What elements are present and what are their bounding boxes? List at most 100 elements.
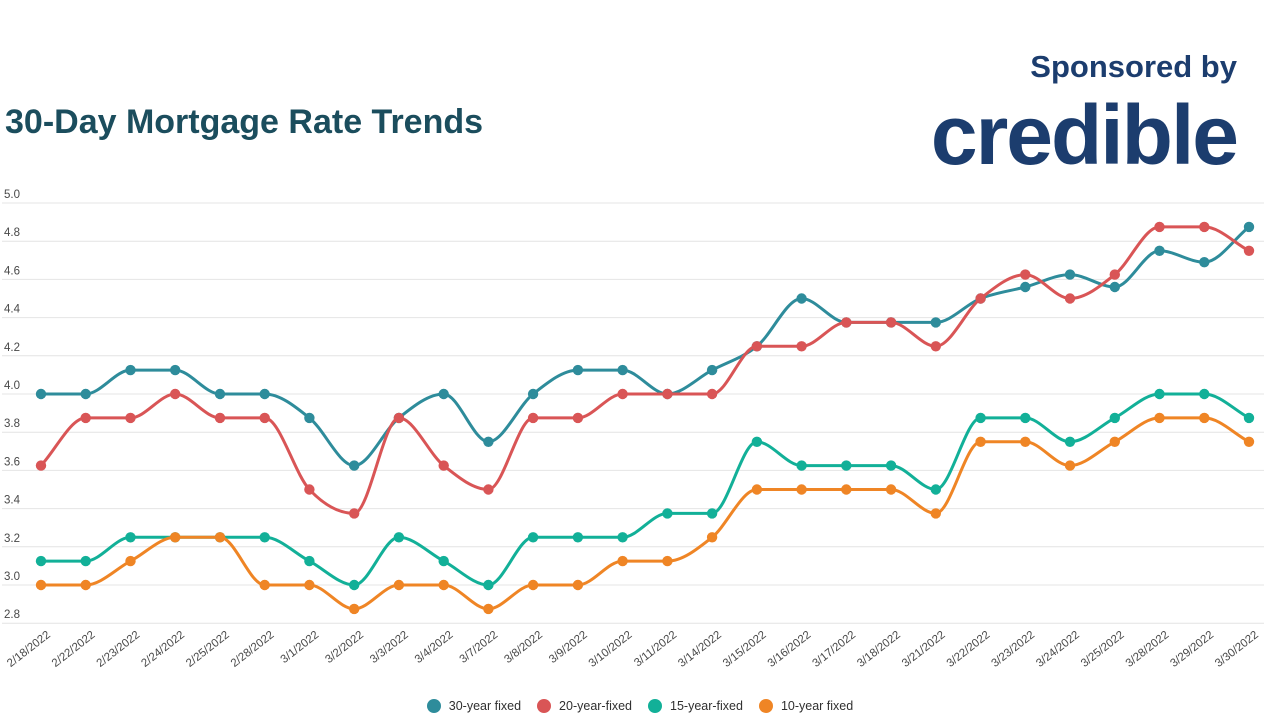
series-line-30-year-fixed (39, 225, 1251, 468)
x-tick-label: 3/1/2022 (279, 629, 322, 666)
data-point-20-year-fixed (572, 412, 584, 424)
data-point-15-year-fixed (259, 532, 270, 543)
data-point-15-year-fixed (1064, 436, 1076, 447)
data-point-15-year-fixed (1243, 412, 1255, 424)
y-tick-label: 5.0 (4, 189, 20, 201)
x-tick-label: 3/30/2022 (1213, 629, 1261, 670)
data-point-15-year-fixed (80, 555, 91, 567)
data-point-20-year-fixed (483, 484, 494, 495)
y-tick-label: 4.2 (4, 342, 20, 354)
y-tick-label: 3.8 (4, 418, 20, 430)
data-point-10-year-fixed (35, 579, 47, 591)
x-tick-label: 3/23/2022 (989, 629, 1037, 670)
legend-dot-icon (758, 699, 773, 713)
data-point-10-year-fixed (617, 555, 628, 567)
data-point-15-year-fixed (393, 532, 405, 543)
data-point-30-year-fixed (80, 388, 91, 400)
data-point-30-year-fixed (438, 388, 449, 400)
data-point-20-year-fixed (930, 341, 941, 352)
data-point-30-year-fixed (349, 460, 360, 471)
x-tick-label: 3/15/2022 (721, 629, 769, 670)
data-point-10-year-fixed (80, 579, 91, 591)
data-point-30-year-fixed (527, 388, 539, 400)
data-point-10-year-fixed (885, 484, 897, 495)
data-point-10-year-fixed (1243, 436, 1255, 447)
data-point-10-year-fixed (393, 579, 405, 591)
data-point-10-year-fixed (1020, 436, 1031, 447)
data-point-20-year-fixed (304, 484, 315, 495)
x-tick-label: 3/24/2022 (1034, 629, 1082, 670)
legend-item-15-year-fixed[interactable]: 15-year-fixed (648, 699, 743, 713)
y-tick-label: 3.2 (4, 533, 20, 545)
data-point-20-year-fixed (796, 341, 807, 352)
data-point-20-year-fixed (214, 412, 226, 424)
data-point-15-year-fixed (125, 532, 136, 543)
x-tick-label: 3/22/2022 (945, 629, 993, 670)
data-point-10-year-fixed (1199, 412, 1210, 424)
x-tick-label: 2/23/2022 (95, 629, 143, 670)
x-tick-label: 3/11/2022 (632, 629, 679, 669)
data-point-10-year-fixed (125, 555, 136, 567)
data-point-20-year-fixed (527, 412, 539, 424)
data-point-15-year-fixed (1154, 388, 1165, 400)
x-tick-label: 2/28/2022 (229, 629, 277, 670)
data-point-10-year-fixed (796, 484, 807, 495)
data-point-15-year-fixed (572, 532, 584, 543)
legend-item-30-year-fixed[interactable]: 30-year fixed (426, 699, 522, 713)
x-tick-label: 3/18/2022 (855, 629, 903, 670)
data-point-30-year-fixed (214, 388, 226, 400)
legend-label: 15-year-fixed (670, 699, 743, 713)
y-tick-label: 4.6 (4, 265, 20, 277)
data-point-10-year-fixed (1154, 412, 1165, 424)
sponsor-block: Sponsored by credible (931, 48, 1239, 177)
legend-label: 10-year fixed (780, 699, 854, 713)
x-tick-label: 3/8/2022 (502, 629, 545, 666)
x-tick-label: 3/16/2022 (766, 629, 814, 670)
data-point-30-year-fixed (617, 364, 628, 376)
data-point-15-year-fixed (35, 555, 47, 567)
data-point-20-year-fixed (35, 460, 47, 471)
data-point-20-year-fixed (1199, 221, 1210, 233)
x-tick-label: 3/9/2022 (547, 629, 590, 666)
data-point-10-year-fixed (930, 508, 941, 519)
x-tick-label: 3/4/2022 (413, 629, 456, 666)
data-point-30-year-fixed (1154, 245, 1165, 256)
data-point-10-year-fixed (572, 579, 584, 591)
data-point-30-year-fixed (796, 293, 807, 304)
data-point-30-year-fixed (1020, 281, 1031, 293)
data-point-15-year-fixed (885, 460, 897, 471)
data-point-10-year-fixed (1109, 436, 1121, 447)
data-point-15-year-fixed (438, 555, 449, 567)
series-line-10-year-fixed (39, 416, 1251, 611)
data-point-10-year-fixed (170, 532, 181, 543)
data-point-20-year-fixed (125, 412, 136, 424)
legend-item-10-year-fixed[interactable]: 10-year fixed (758, 699, 854, 713)
data-point-30-year-fixed (1064, 269, 1076, 280)
data-point-10-year-fixed (349, 603, 360, 615)
y-tick-label: 4.4 (4, 304, 21, 316)
data-point-15-year-fixed (349, 579, 360, 591)
data-point-20-year-fixed (751, 341, 763, 352)
data-point-15-year-fixed (1109, 412, 1121, 424)
legend-item-20-year-fixed[interactable]: 20-year-fixed (537, 699, 632, 713)
data-point-20-year-fixed (617, 388, 628, 400)
data-point-30-year-fixed (259, 388, 270, 400)
data-point-20-year-fixed (841, 317, 852, 328)
data-point-15-year-fixed (1199, 388, 1210, 400)
legend-label: 30-year fixed (448, 699, 522, 713)
data-point-10-year-fixed (214, 532, 226, 543)
data-point-10-year-fixed (483, 603, 494, 615)
data-point-20-year-fixed (80, 412, 91, 424)
data-point-10-year-fixed (259, 579, 270, 591)
data-point-15-year-fixed (930, 484, 941, 495)
data-point-30-year-fixed (170, 364, 181, 376)
data-point-10-year-fixed (662, 555, 673, 567)
data-point-15-year-fixed (1020, 412, 1031, 424)
legend-dot-icon (426, 699, 441, 713)
data-point-10-year-fixed (975, 436, 986, 447)
x-tick-label: 2/24/2022 (139, 629, 187, 670)
data-point-15-year-fixed (975, 412, 986, 424)
x-tick-label: 3/2/2022 (323, 629, 366, 666)
sponsored-by-text: Sponsored by (1030, 49, 1237, 84)
data-point-20-year-fixed (1020, 269, 1031, 280)
